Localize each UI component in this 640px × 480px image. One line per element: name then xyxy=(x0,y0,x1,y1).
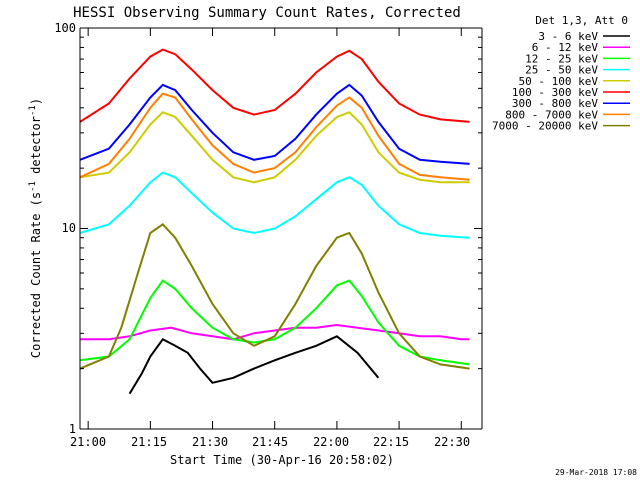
y-tick-label-10: 10 xyxy=(62,221,76,235)
series-line-3 xyxy=(79,171,470,239)
x-tick-labels: 21:00 21:15 21:30 21:45 22:00 22:15 22:3… xyxy=(70,435,470,449)
y-axis-label-sup1: -1 xyxy=(28,181,38,192)
legend-label-4: 50 - 100 keV xyxy=(519,75,599,88)
series-line-7 xyxy=(79,92,470,181)
x-tick-label-2130: 21:30 xyxy=(192,435,228,449)
series-layer xyxy=(79,48,470,395)
legend-label-3: 25 - 50 keV xyxy=(525,64,598,77)
legend-label-6: 300 - 800 keV xyxy=(512,97,598,110)
footer-timestamp: 29-Mar-2018 17:08 xyxy=(555,468,637,477)
legend-label-0: 3 - 6 keV xyxy=(538,30,598,43)
y-tick-label-100: 100 xyxy=(54,21,76,35)
x-axis-label: Start Time (30-Apr-16 20:58:02) xyxy=(170,453,394,467)
series-line-8 xyxy=(79,222,470,370)
legend-label-5: 100 - 300 keV xyxy=(512,86,598,99)
legend-title: Det 1,3, Att 0 xyxy=(535,14,628,27)
series-line-2 xyxy=(79,279,470,366)
x-tick-label-2215: 22:15 xyxy=(373,435,409,449)
plot-area xyxy=(79,27,483,430)
x-tick-label-2145: 21:45 xyxy=(252,435,288,449)
y-axis-label: Corrected Count Rate (s-1 detector-1) xyxy=(28,98,43,358)
legend-label-2: 12 - 25 keV xyxy=(525,52,598,65)
series-line-1 xyxy=(80,323,470,341)
y-axis-label-end: ) xyxy=(29,98,43,105)
tick-layer xyxy=(80,27,482,430)
series-line-0 xyxy=(128,335,380,395)
x-tick-label-2115: 21:15 xyxy=(131,435,167,449)
x-tick-label-2230: 22:30 xyxy=(434,435,470,449)
legend-label-8: 7000 - 20000 keV xyxy=(492,120,598,133)
series-line-5 xyxy=(79,48,470,123)
x-tick-label-2200: 22:00 xyxy=(313,435,349,449)
legend-label-7: 800 - 7000 keV xyxy=(505,108,598,121)
legend-label-1: 6 - 12 keV xyxy=(532,41,599,54)
series-line-6 xyxy=(79,83,470,165)
y-axis-label-mid: detector xyxy=(29,116,43,181)
x-tick-label-2100: 21:00 xyxy=(70,435,106,449)
y-axis-label-sup2: -1 xyxy=(28,105,38,116)
y-axis-label-main: Corrected Count Rate (s xyxy=(29,192,43,358)
y-tick-label-1: 1 xyxy=(69,422,76,436)
chart-title: HESSI Observing Summary Count Rates, Cor… xyxy=(73,5,461,21)
series-line-4 xyxy=(79,111,470,184)
